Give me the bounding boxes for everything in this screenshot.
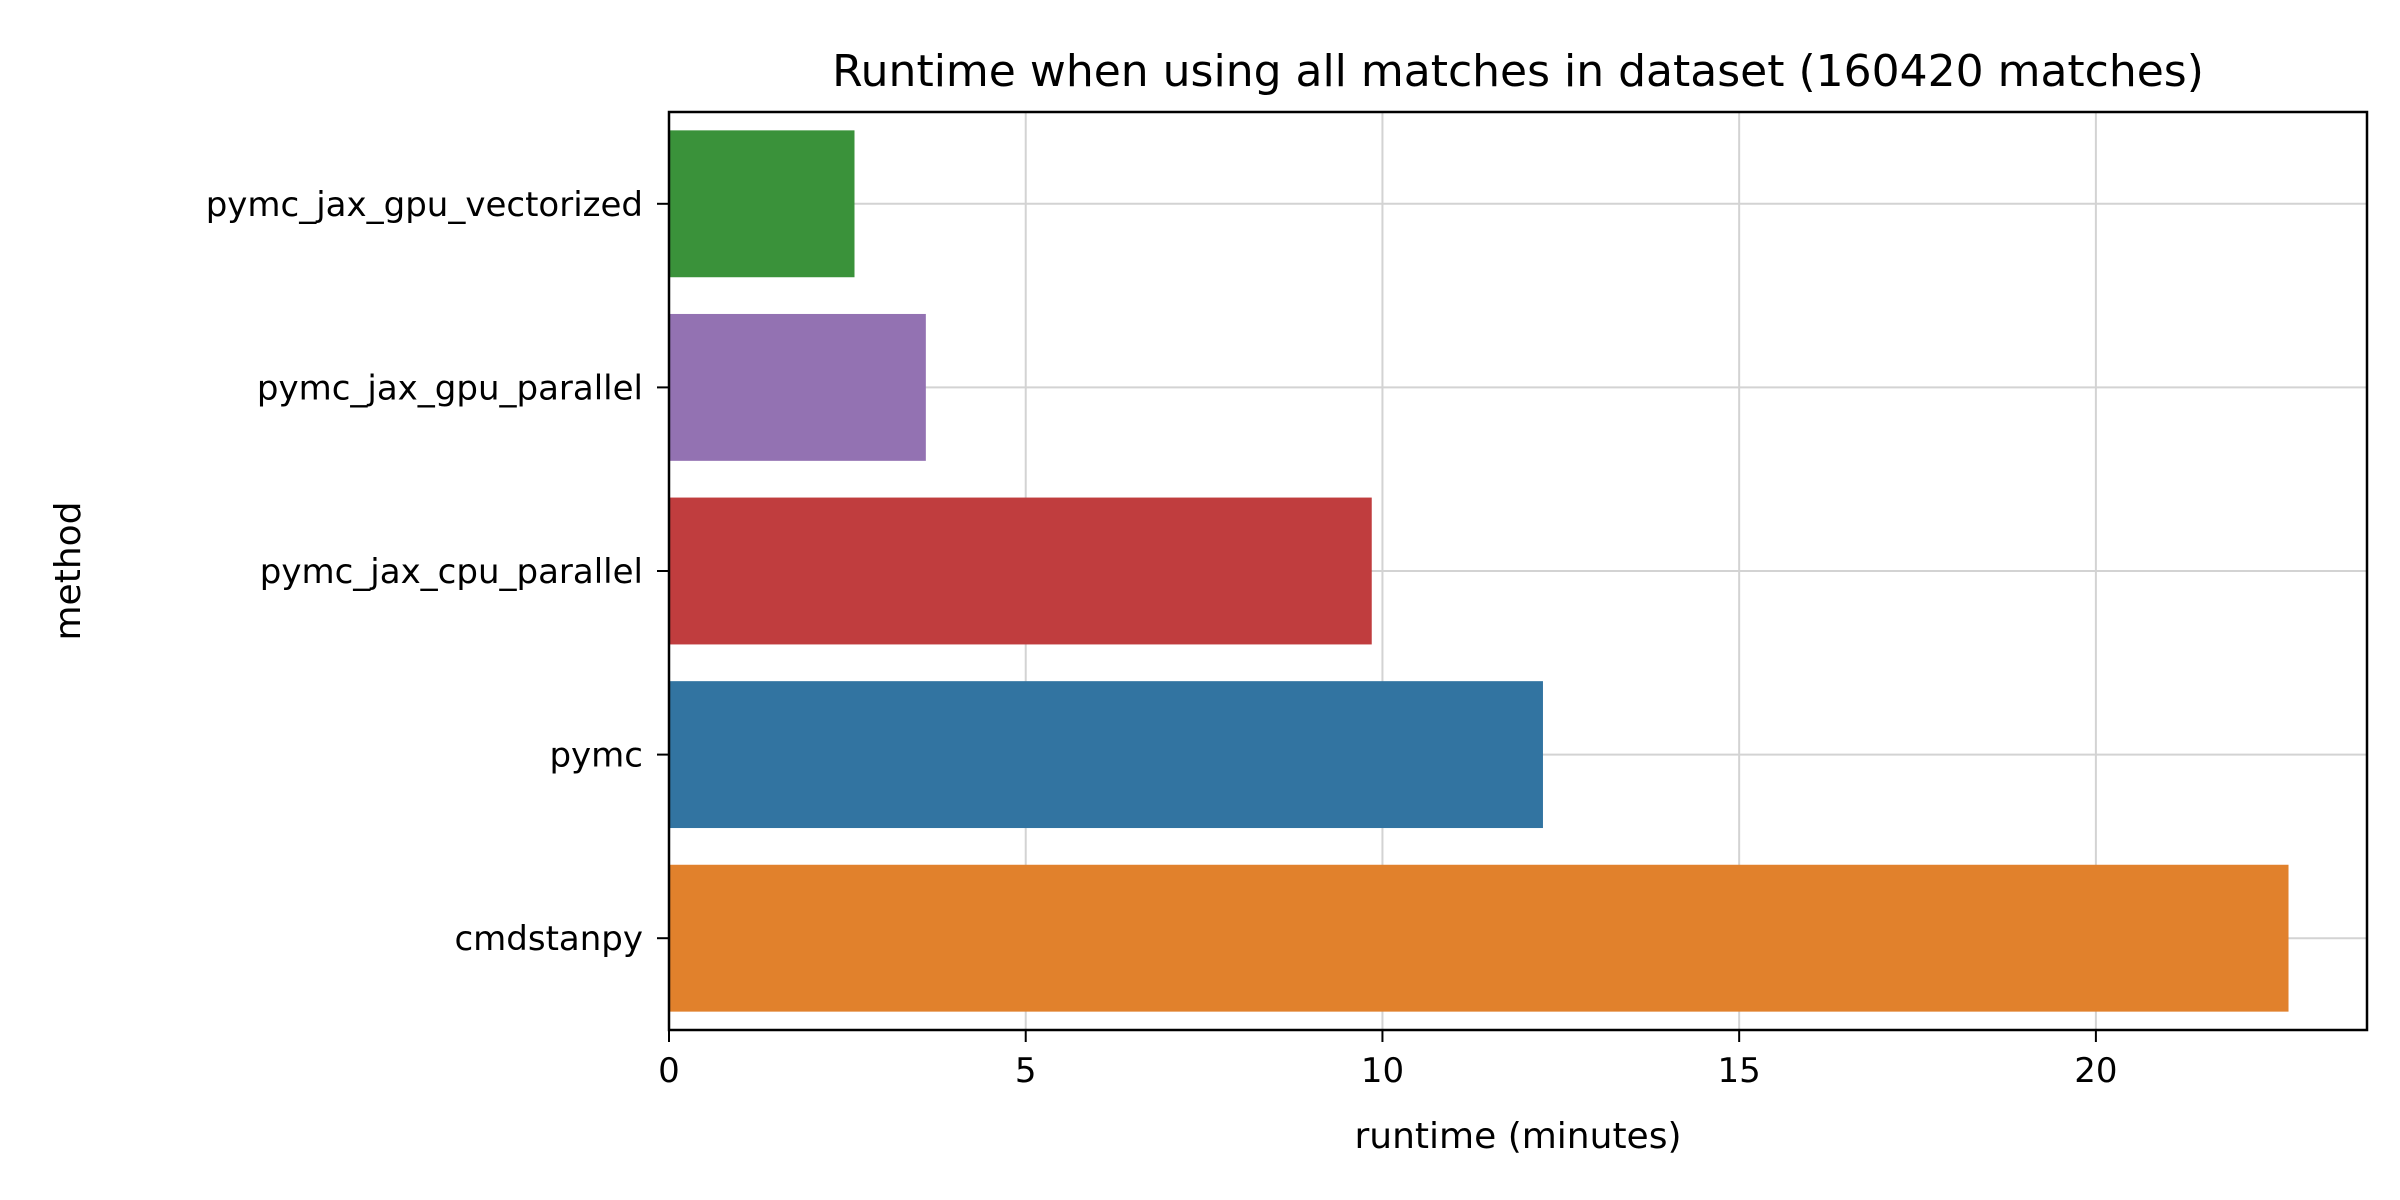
y-tick-label: pymc (549, 736, 643, 776)
bar-cmdstanpy (669, 864, 2289, 1012)
y-tick-label: pymc_jax_gpu_vectorized (206, 185, 643, 225)
x-tick-label: 10 (1361, 1051, 1404, 1091)
y-tick-label: pymc_jax_cpu_parallel (260, 552, 643, 592)
y-axis-label: method (48, 501, 89, 640)
y-tick-label: pymc_jax_gpu_parallel (257, 368, 643, 408)
x-tick-label: 0 (658, 1051, 680, 1091)
chart-title: Runtime when using all matches in datase… (832, 46, 2204, 97)
y-tick-label: cmdstanpy (454, 919, 643, 959)
x-tick-layer: 0 5 10 15 20 (658, 1030, 2118, 1091)
bar-pymc (669, 681, 1543, 829)
y-tick-layer: pymc_jax_gpu_vectorized pymc_jax_gpu_para… (206, 185, 669, 959)
x-tick-label: 15 (1718, 1051, 1761, 1091)
bar-pymc-jax-gpu-vectorized (669, 130, 855, 278)
bar-pymc-jax-cpu-parallel (669, 497, 1372, 645)
bar-layer (669, 130, 2289, 1012)
bar-pymc-jax-gpu-parallel (669, 313, 926, 461)
x-tick-label: 20 (2074, 1051, 2117, 1091)
x-tick-label: 5 (1015, 1051, 1037, 1091)
x-axis-label: runtime (minutes) (1354, 1116, 1681, 1157)
